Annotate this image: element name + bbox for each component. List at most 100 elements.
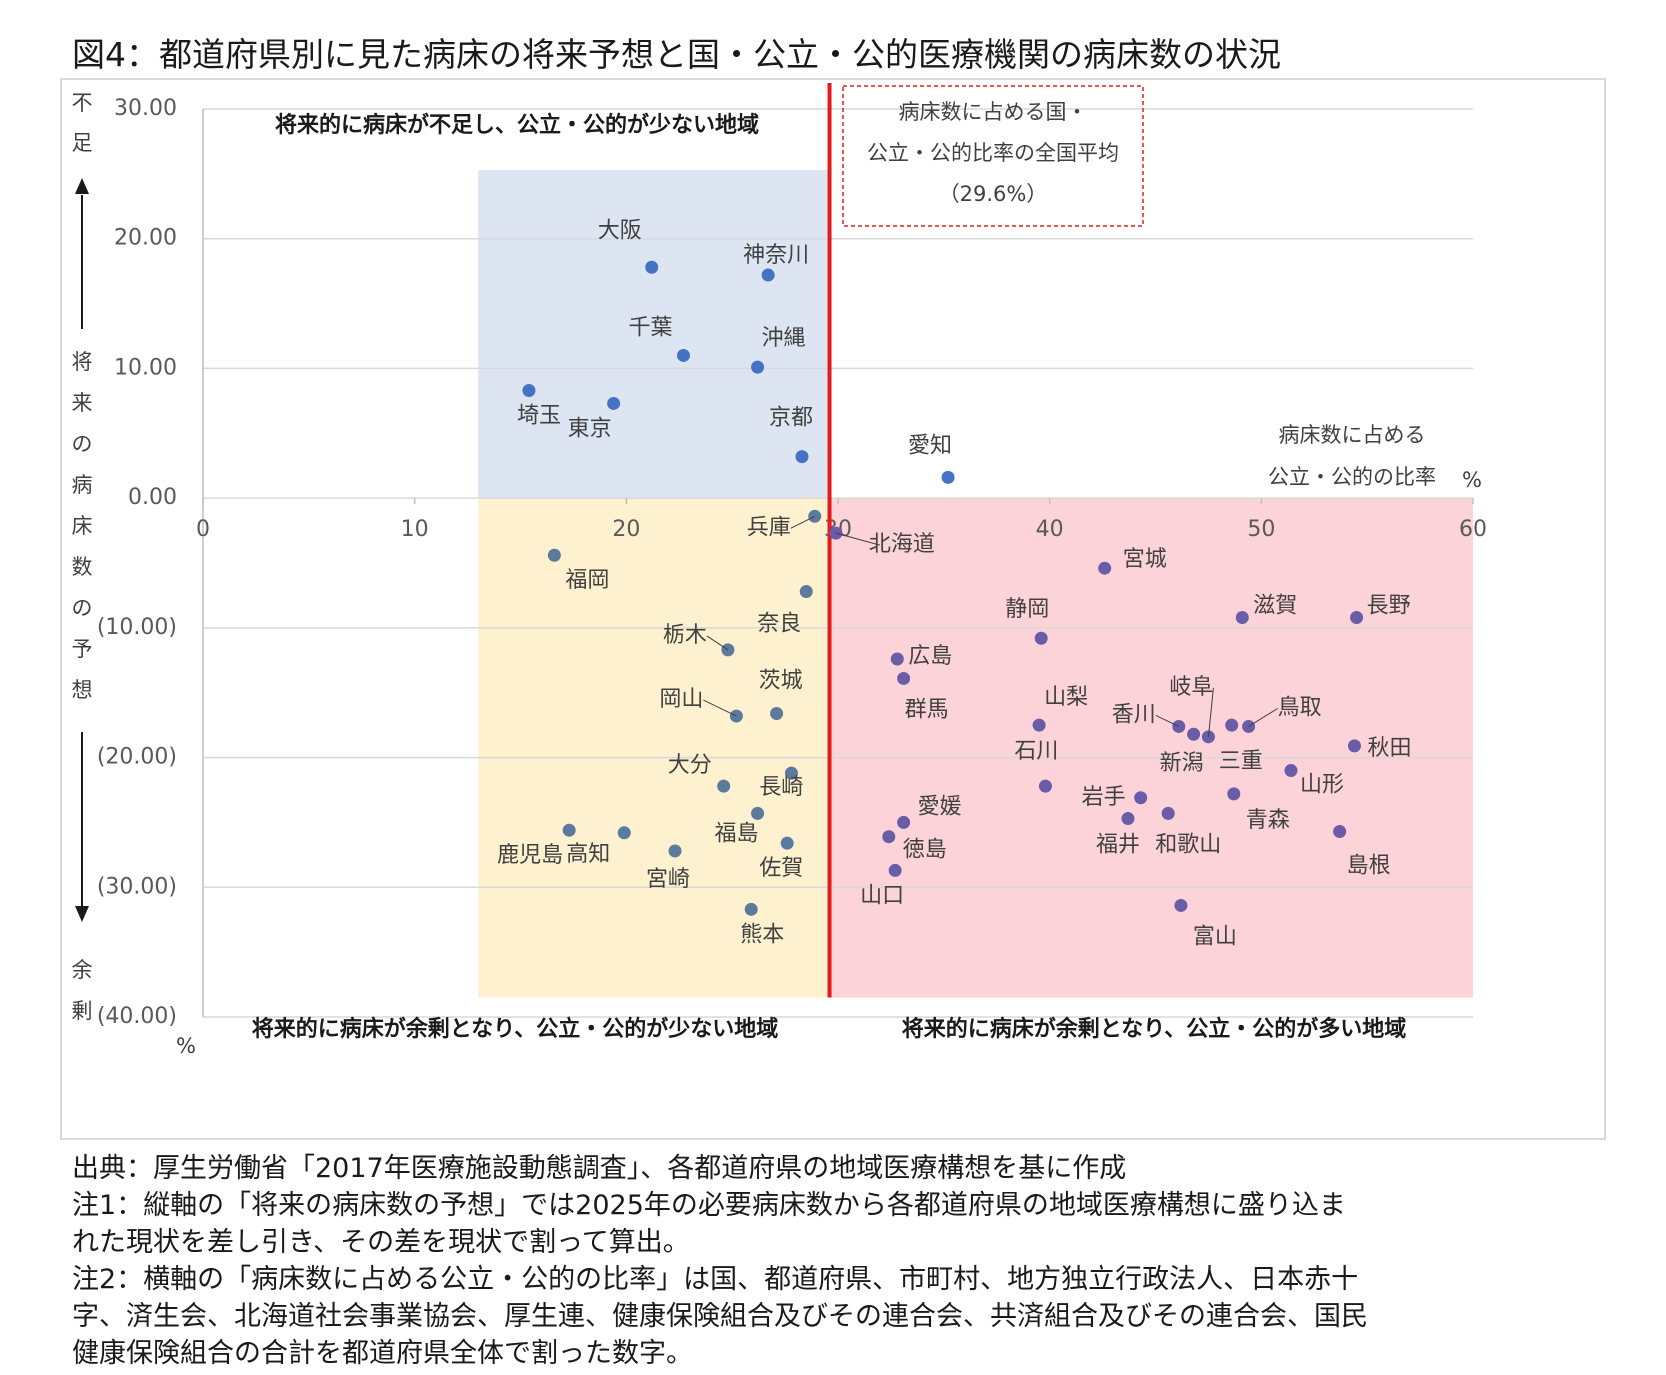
x-tick-label: 40 — [1036, 517, 1064, 542]
data-point — [1333, 825, 1347, 839]
data-point — [1038, 779, 1052, 793]
point-label: 鳥取 — [1278, 695, 1322, 720]
average-annotation-text: （29.6%） — [939, 182, 1048, 206]
scatter-chart: 30.00 20.00 10.00 0.00 (10.00) (20.00) (30.00)… — [72, 83, 1487, 1058]
point-label: 広島 — [908, 644, 952, 669]
y-axis-label: の — [72, 596, 93, 620]
point-label: 岡山 — [659, 687, 703, 712]
data-point — [1350, 610, 1364, 624]
x-tick-label: 20 — [612, 517, 640, 542]
data-point — [607, 396, 621, 410]
y-tick-label: 0.00 — [128, 485, 177, 510]
point-label: 熊本 — [740, 922, 784, 947]
data-point — [941, 470, 955, 484]
data-point — [1227, 787, 1241, 801]
point-label: 愛知 — [908, 433, 952, 458]
y-axis-label: 床 — [72, 514, 93, 538]
point-label: 宮崎 — [646, 867, 690, 892]
y-axis-label: 数 — [72, 555, 93, 579]
point-label: 福岡 — [565, 568, 609, 593]
point-label: 宮城 — [1123, 547, 1167, 572]
point-label: 福井 — [1096, 833, 1140, 858]
note-line: 注1：縦軸の「将来の病床数の予想」では2025年の必要病床数から各都道府県の地域… — [72, 1190, 1346, 1221]
point-label: 石川 — [1014, 739, 1058, 764]
quadrant-region-2 — [478, 498, 830, 998]
point-label: 埼玉 — [517, 403, 561, 428]
chart-area: 30.00 20.00 10.00 0.00 (10.00) (20.00) (30.00)… — [60, 78, 1606, 1140]
data-point — [1284, 764, 1298, 778]
source-notes: 出典：厚生労働省「2017年医療施設動態調査」、各都道府県の地域医療構想を基に作… — [72, 1150, 1632, 1372]
point-label: 高知 — [566, 842, 610, 867]
y-axis-label: 病 — [72, 473, 93, 497]
quadrant-region-1 — [478, 169, 830, 499]
data-point — [882, 830, 896, 844]
data-point — [888, 863, 902, 877]
point-label: 神奈川 — [743, 243, 809, 268]
data-point — [1235, 610, 1249, 624]
y-tick-label: 20.00 — [114, 226, 177, 251]
data-point — [744, 902, 758, 916]
arrow-down-icon — [75, 906, 89, 922]
point-label: 兵庫 — [747, 515, 791, 540]
y-tick-label: (10.00) — [97, 615, 177, 640]
point-label: 岩手 — [1082, 785, 1126, 810]
point-label: 徳島 — [903, 838, 947, 863]
x-tick-label: 0 — [196, 517, 210, 542]
point-label: 富山 — [1193, 924, 1237, 949]
data-point — [676, 348, 690, 362]
y-axis-label: 予 — [72, 637, 93, 661]
average-annotation-text: 公立・公的比率の全国平均 — [867, 141, 1119, 165]
point-label: 群馬 — [905, 697, 949, 722]
point-label: 山形 — [1300, 773, 1344, 798]
point-label: 青森 — [1246, 808, 1290, 833]
figure-title: 図4：都道府県別に見た病床の将来予想と国・公立・公的医療機関の病床数の状況 — [72, 35, 1281, 74]
quadrant-region-3 — [829, 498, 1473, 998]
leader-line — [706, 635, 729, 651]
point-label: 愛媛 — [918, 794, 962, 819]
leader-line — [1155, 714, 1179, 727]
x-tick-label: 60 — [1459, 517, 1487, 542]
y-tick-label: 10.00 — [114, 355, 177, 380]
y-tick-label: (20.00) — [97, 745, 177, 770]
data-point — [522, 383, 536, 397]
data-point — [1032, 718, 1046, 732]
data-point — [1174, 898, 1188, 912]
leader-line — [835, 532, 881, 546]
data-point — [645, 260, 659, 274]
point-label: 奈良 — [757, 612, 801, 637]
point-label: 山口 — [860, 883, 904, 908]
point-label: 香川 — [1112, 702, 1156, 727]
data-point — [717, 779, 731, 793]
y-axis-label-bottom: 剰 — [72, 999, 93, 1023]
point-label: 秋田 — [1367, 736, 1411, 761]
data-point — [780, 836, 794, 850]
x-axis-label: 公立・公的の比率 — [1268, 465, 1436, 489]
data-point — [1034, 631, 1048, 645]
data-point — [795, 450, 809, 464]
average-annotation-text: 病床数に占める国・ — [899, 100, 1088, 124]
data-point — [761, 268, 775, 282]
point-label: 茨城 — [759, 668, 803, 693]
point-label: 鹿児島 — [497, 843, 563, 868]
y-axis-unit: % — [176, 1034, 196, 1058]
data-point — [1225, 718, 1239, 732]
data-point — [751, 806, 765, 820]
region-label-top-left: 将来的に病床が不足し、公立・公的が少ない地域 — [275, 112, 759, 138]
note-line: 注2：横軸の「病床数に占める公立・公的の比率」は国、都道府県、市町村、地方独立行… — [72, 1264, 1359, 1295]
point-label: 長崎 — [759, 775, 803, 800]
data-point — [668, 844, 682, 858]
point-label: 新潟 — [1160, 751, 1204, 776]
point-label: 福島 — [715, 821, 759, 846]
y-axis-label-bottom: 余 — [72, 958, 93, 982]
y-tick-label: 30.00 — [114, 96, 177, 121]
data-point — [890, 652, 904, 666]
point-label: 和歌山 — [1155, 832, 1221, 857]
point-label: 京都 — [769, 406, 813, 431]
point-label: 佐賀 — [759, 856, 803, 881]
x-axis-unit: % — [1462, 468, 1482, 492]
region-label-bottom-right: 将来的に病床が余剰となり、公立・公的が多い地域 — [902, 1016, 1406, 1042]
point-label: 東京 — [568, 416, 612, 441]
point-label: 大阪 — [598, 218, 642, 243]
point-label: 三重 — [1219, 749, 1263, 774]
point-label: 千葉 — [628, 315, 672, 340]
